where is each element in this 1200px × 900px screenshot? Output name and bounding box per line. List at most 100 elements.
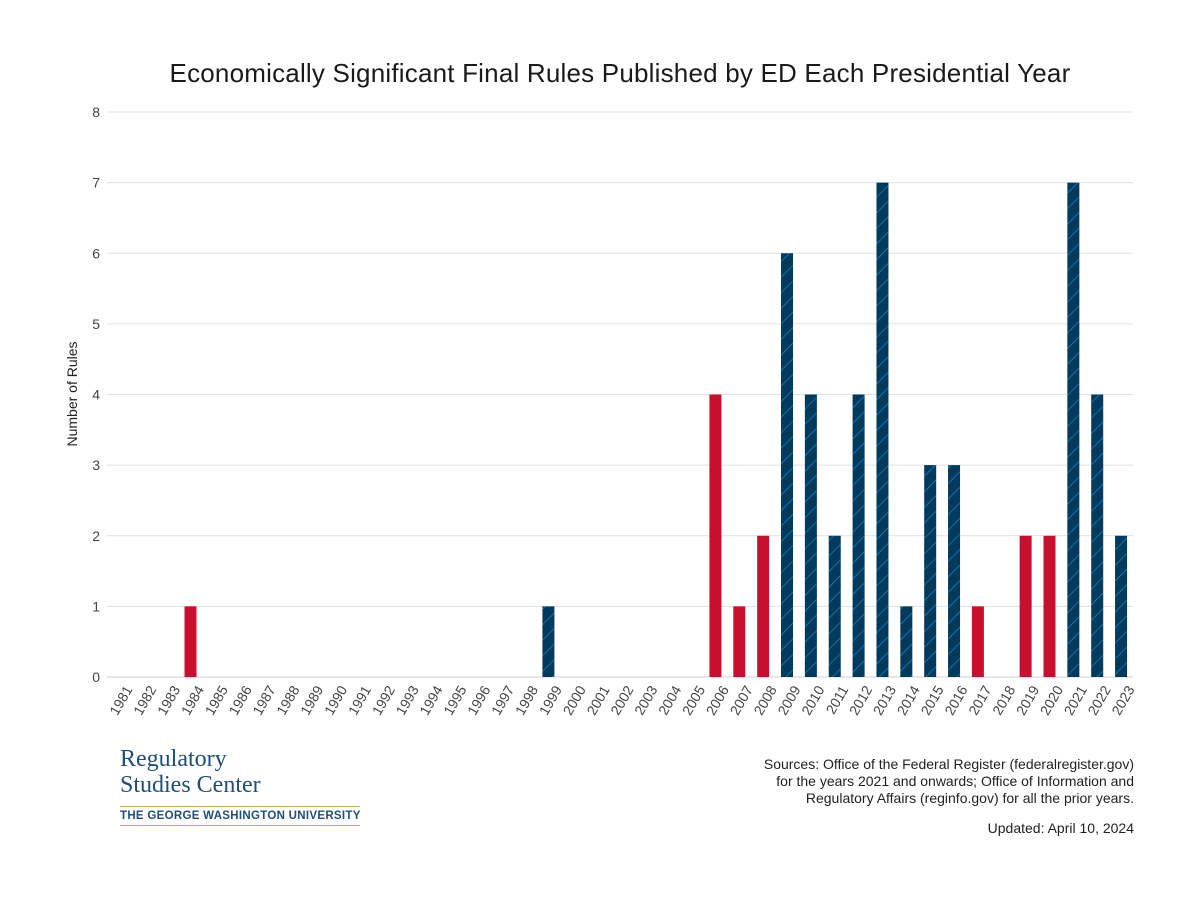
logo-divider: [120, 806, 360, 807]
x-tick-label: 2023: [1108, 683, 1138, 718]
bar-2010: [804, 394, 817, 677]
x-tick-label: 1981: [106, 683, 136, 718]
y-tick-label: 0: [92, 669, 100, 685]
bar-2020: [1043, 535, 1056, 677]
x-tick-label: 2016: [941, 683, 971, 718]
bar: [1019, 535, 1032, 677]
grid-lines: [107, 111, 1133, 678]
x-tick-label: 1998: [512, 683, 542, 718]
bar-hatch: [1067, 182, 1080, 677]
bar-2015: [924, 465, 937, 677]
x-tick-label: 1989: [297, 683, 327, 718]
bar-2012: [852, 394, 865, 677]
bar-hatch: [948, 465, 961, 677]
x-tick-label: 1994: [416, 683, 446, 718]
bar-2022: [1091, 394, 1104, 677]
x-tick-label: 1995: [440, 683, 470, 718]
bar-2021: [1067, 182, 1080, 677]
y-axis-labels: 0 1 2 3 4 5 6 7 8: [92, 104, 100, 685]
x-tick-label: 1997: [488, 683, 518, 718]
rsc-logo: Regulatory Studies Center THE GEORGE WAS…: [120, 746, 360, 826]
bar-2023: [1115, 535, 1128, 677]
chart-title: Economically Significant Final Rules Pub…: [169, 58, 1071, 88]
x-tick-label: 2019: [1013, 683, 1043, 718]
x-tick-label: 2007: [726, 683, 756, 718]
bar-2016: [948, 465, 961, 677]
bar: [757, 535, 770, 677]
bar: [733, 606, 746, 677]
bar-2014: [900, 606, 913, 677]
x-tick-label: 1987: [249, 683, 279, 718]
bar: [184, 606, 197, 677]
y-tick-label: 5: [92, 316, 100, 332]
x-tick-label: 2015: [917, 683, 947, 718]
bar-hatch: [781, 253, 794, 677]
bar-hatch: [542, 606, 555, 677]
y-tick-label: 3: [92, 457, 100, 473]
x-tick-label: 1983: [154, 683, 184, 718]
x-tick-label: 1985: [202, 683, 232, 718]
bar: [709, 394, 722, 677]
y-tick-label: 6: [92, 245, 100, 261]
x-tick-label: 1999: [536, 683, 566, 718]
x-tick-label: 2003: [631, 683, 661, 718]
logo-line1: Regulatory: [120, 746, 227, 772]
x-tick-label: 2005: [679, 683, 709, 718]
bar-hatch: [900, 606, 913, 677]
x-tick-label: 2020: [1037, 683, 1067, 718]
bar-2008: [757, 535, 770, 677]
x-tick-label: 1996: [464, 683, 494, 718]
bar: [971, 606, 984, 677]
x-tick-label: 2004: [655, 683, 685, 718]
x-tick-label: 2013: [870, 683, 900, 718]
bar-2009: [781, 253, 794, 677]
bar-hatch: [852, 394, 865, 677]
bar-hatch: [876, 182, 889, 677]
bar-hatch: [828, 535, 841, 677]
x-tick-label: 2008: [750, 683, 780, 718]
sources-line1: Sources: Office of the Federal Register …: [763, 756, 1134, 772]
x-tick-label: 2011: [822, 683, 851, 717]
x-tick-label: 2014: [894, 683, 924, 718]
y-tick-label: 1: [92, 598, 100, 614]
x-tick-label: 2009: [774, 683, 804, 718]
bar-hatch: [924, 465, 937, 677]
x-tick-label: 1990: [321, 683, 351, 718]
x-tick-label: 1993: [392, 683, 422, 718]
y-axis-title: Number of Rules: [64, 341, 80, 446]
x-axis-labels: 1981198219831984198519861987198819891990…: [106, 683, 1138, 718]
sources-line3: Regulatory Affairs (reginfo.gov) for all…: [805, 790, 1134, 806]
bar-2006: [709, 394, 722, 677]
logo-university: THE GEORGE WASHINGTON UNIVERSITY: [120, 810, 361, 822]
sources-note: Sources: Office of the Federal Register …: [674, 756, 1134, 807]
bar-2017: [971, 606, 984, 677]
bar-hatch: [1091, 394, 1104, 677]
x-tick-label: 2018: [989, 683, 1019, 718]
x-tick-label: 2017: [965, 683, 995, 718]
x-tick-label: 2012: [846, 683, 876, 718]
bar-1999: [542, 606, 555, 677]
x-tick-label: 2001: [583, 683, 613, 718]
logo-line2: Studies Center: [120, 772, 261, 798]
sources-line2: for the years 2021 and onwards; Office o…: [776, 773, 1134, 789]
bars: [184, 182, 1128, 677]
x-tick-label: 2010: [798, 683, 828, 718]
x-tick-label: 1982: [130, 683, 160, 718]
x-tick-label: 2022: [1084, 683, 1114, 718]
y-tick-label: 8: [92, 104, 100, 120]
x-tick-label: 2021: [1061, 683, 1091, 718]
x-tick-label: 2006: [703, 683, 733, 718]
x-tick-label: 1986: [225, 683, 255, 718]
bar-2007: [733, 606, 746, 677]
bar-2019: [1019, 535, 1032, 677]
bar-hatch: [804, 394, 817, 677]
y-tick-label: 2: [92, 528, 100, 544]
x-tick-label: 1984: [178, 683, 208, 718]
x-tick-label: 1992: [369, 683, 399, 718]
x-tick-label: 2002: [607, 683, 637, 718]
bar-2013: [876, 182, 889, 677]
x-tick-label: 1991: [345, 683, 375, 718]
updated-date: Updated: April 10, 2024: [987, 820, 1134, 836]
bar-hatch: [1115, 535, 1128, 677]
